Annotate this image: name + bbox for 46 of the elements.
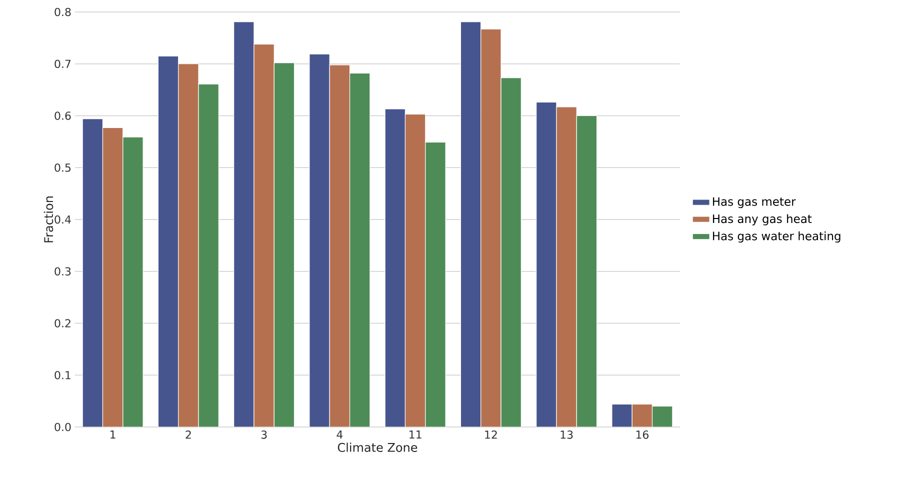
- legend-label: Has gas meter: [712, 197, 796, 208]
- x-tick-label: 11: [410, 430, 422, 439]
- legend-label: Has gas water heating: [712, 231, 840, 243]
- bar: [632, 404, 653, 427]
- y-tick-label: 0.5: [54, 163, 71, 172]
- x-tick-label: 12: [485, 430, 497, 439]
- bar: [576, 116, 597, 427]
- bar: [385, 109, 406, 427]
- y-tick-label: 0.2: [54, 319, 70, 328]
- bar: [501, 78, 522, 427]
- bar: [198, 84, 219, 427]
- y-tick-label: 0.7: [54, 60, 71, 68]
- bar: [234, 22, 254, 427]
- y-tick-label: 0.1: [54, 370, 70, 380]
- bar: [309, 54, 330, 427]
- bar: [102, 128, 123, 427]
- x-tick-label: 13: [560, 430, 573, 439]
- x-tick-label: 16: [636, 430, 648, 439]
- bar: [274, 62, 294, 427]
- bar: [425, 142, 446, 427]
- bar: [350, 73, 370, 427]
- x-tick-label: 1: [110, 430, 116, 439]
- y-axis-title: Fraction: [44, 196, 54, 242]
- y-tick-label: 0.4: [54, 215, 71, 224]
- y-tick-label: 0.0: [54, 422, 71, 432]
- bar: [556, 106, 577, 427]
- bar: [330, 64, 350, 427]
- bar: [82, 118, 103, 427]
- bar: [652, 406, 673, 427]
- bar: [254, 44, 274, 427]
- bar: [158, 56, 178, 427]
- y-tick-label: 0.3: [54, 267, 71, 276]
- bar: [405, 114, 426, 427]
- bar: [480, 29, 502, 427]
- y-tick-label: 0.8: [54, 8, 71, 16]
- bar: [122, 137, 144, 427]
- x-axis-title: Climate Zone: [338, 442, 418, 452]
- x-tick-label: 2: [186, 430, 191, 439]
- x-tick-label: 3: [261, 430, 267, 439]
- bar: [612, 404, 632, 427]
- bar: [178, 64, 199, 427]
- bar: [536, 102, 556, 427]
- x-tick-label: 4: [336, 430, 343, 439]
- y-tick-label: 0.6: [54, 112, 71, 120]
- legend-label: Has any gas heat: [712, 214, 812, 226]
- bar: [460, 22, 481, 427]
